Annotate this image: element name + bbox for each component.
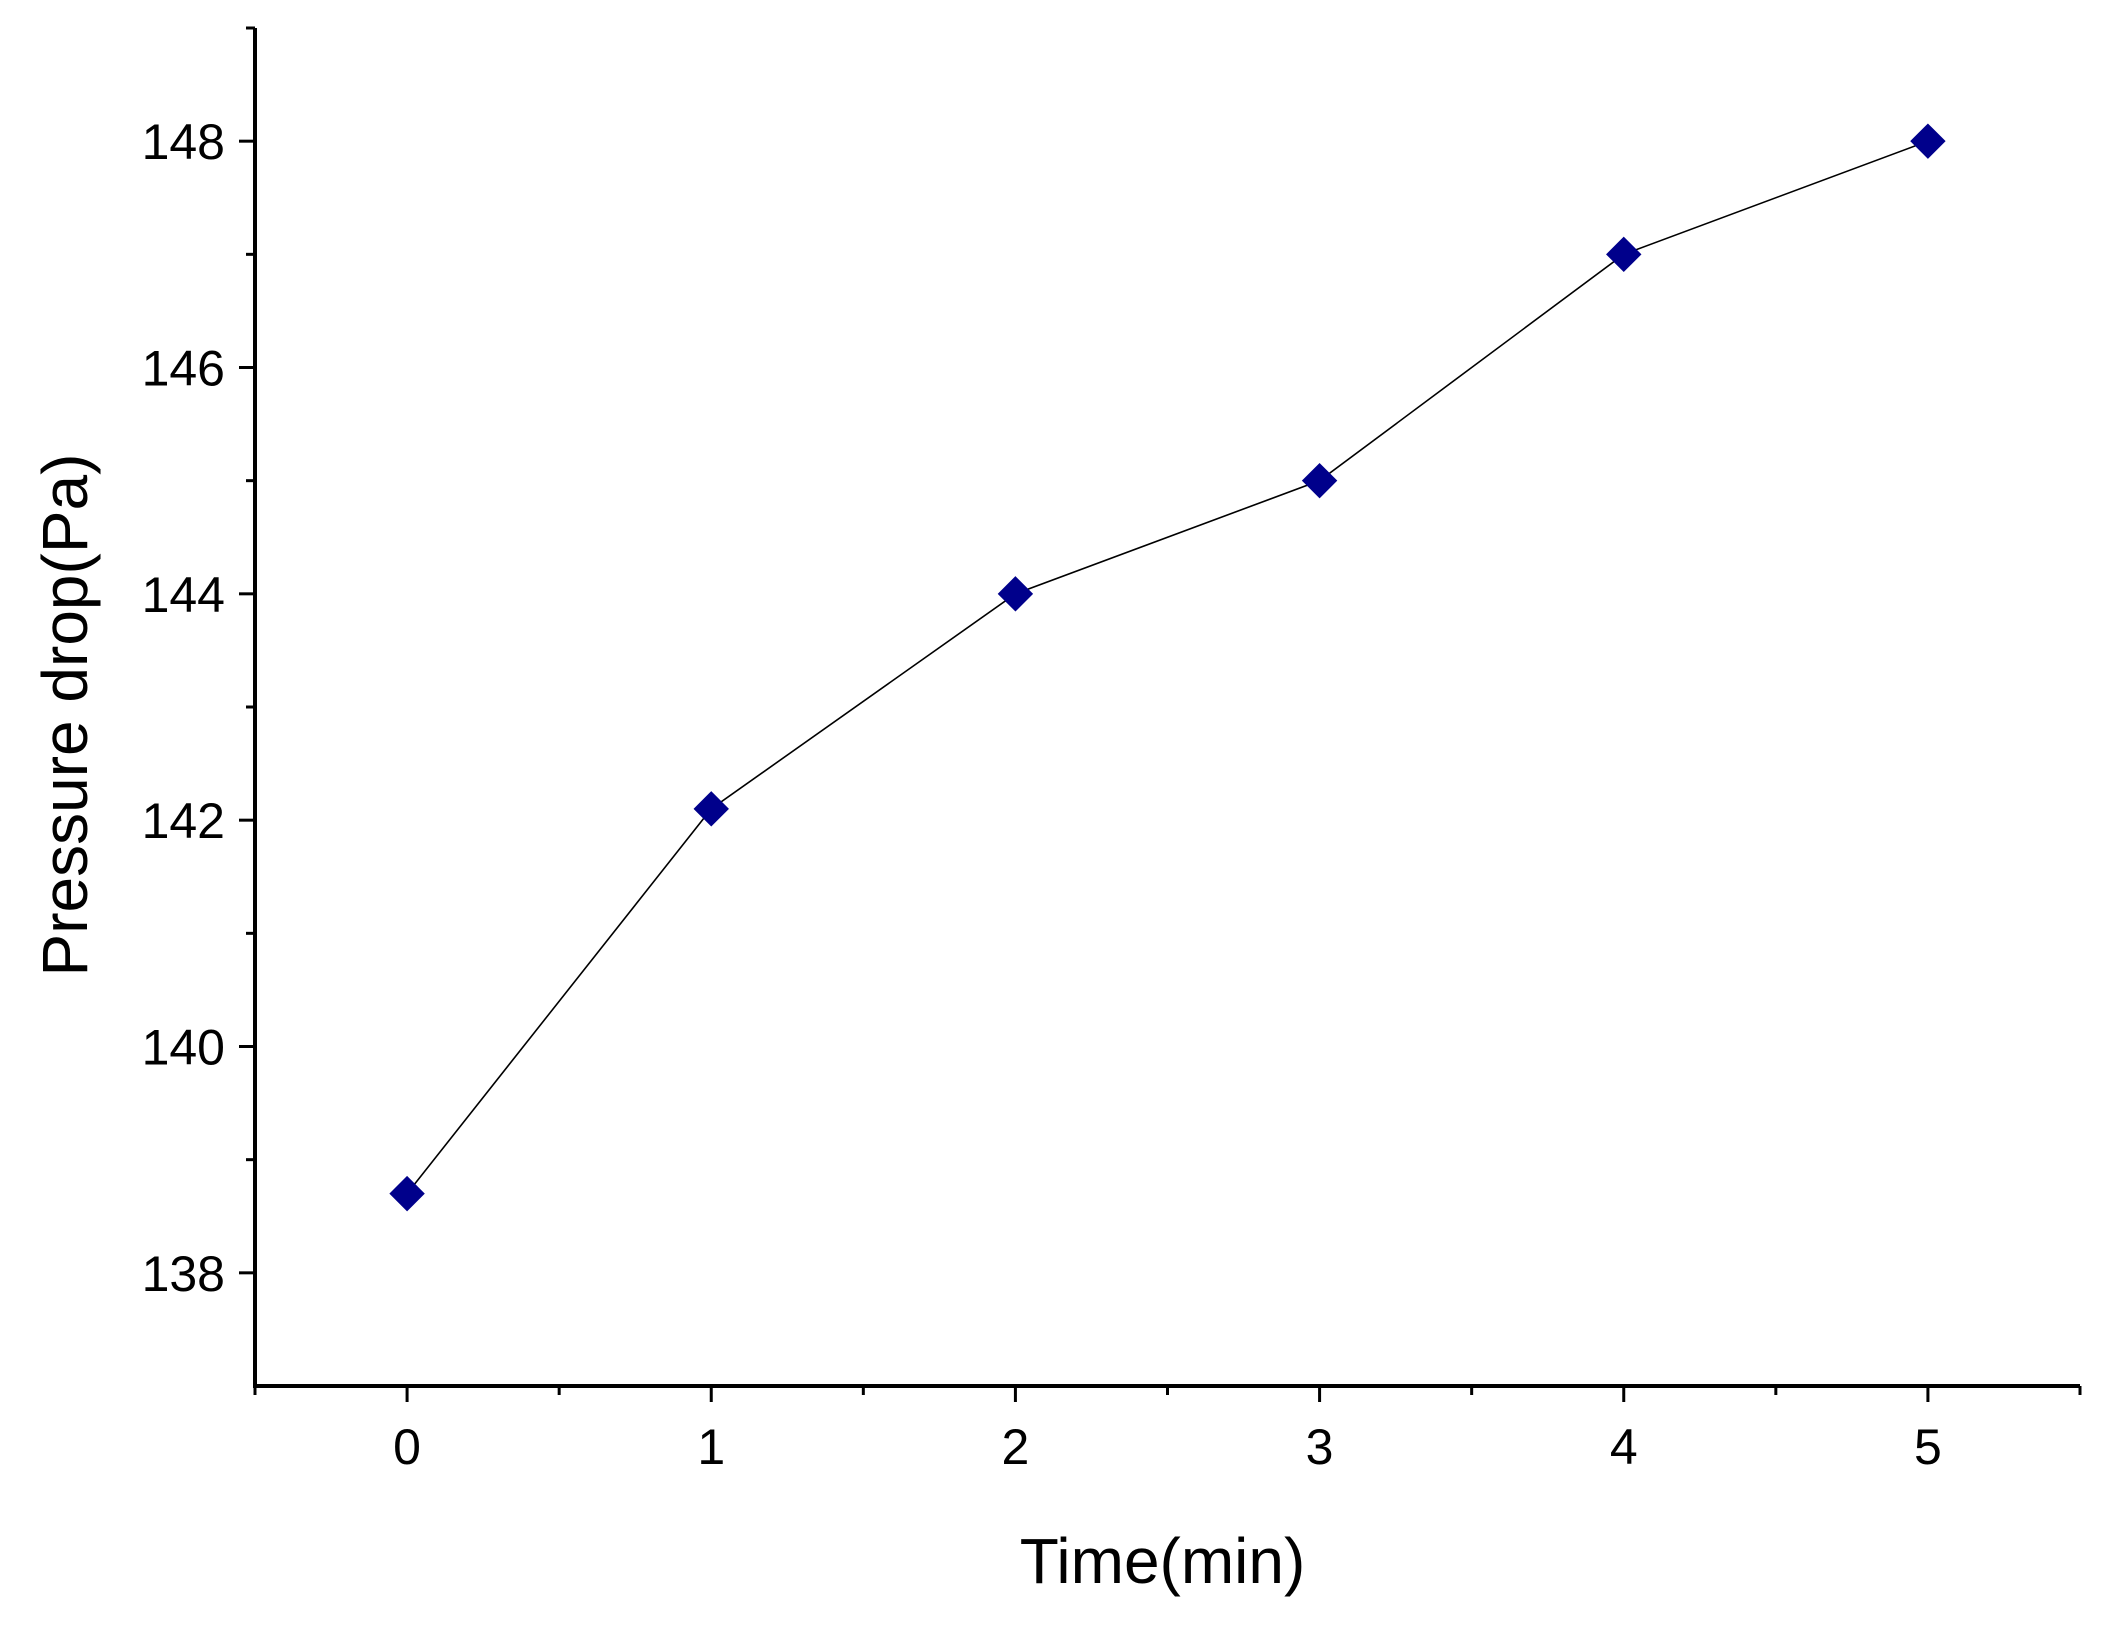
y-axis-ticks: 138 140 142 144 146 148 (142, 26, 255, 1302)
y-tick-label: 148 (142, 114, 225, 170)
data-point-marker (997, 576, 1034, 612)
data-point-marker (1910, 123, 1946, 159)
data-point-marker (389, 1175, 425, 1212)
x-axis-title: Time(min) (1020, 1525, 1306, 1597)
x-tick-label: 1 (697, 1419, 725, 1475)
y-tick-label: 144 (142, 567, 225, 623)
y-axis-title: Pressure drop(Pa) (29, 454, 101, 977)
data-point-marker (693, 791, 729, 827)
data-point-marker (1301, 462, 1338, 499)
y-tick-label: 138 (142, 1246, 225, 1302)
x-tick-label: 3 (1306, 1419, 1334, 1475)
series-path (406, 140, 1929, 1195)
x-tick-label: 5 (1914, 1419, 1942, 1475)
x-axis-ticks: 0 1 2 3 4 5 (253, 1386, 2082, 1475)
x-tick-label: 0 (393, 1419, 421, 1475)
y-tick-label: 140 (142, 1020, 225, 1076)
series-points (389, 123, 1946, 1212)
x-tick-label: 2 (1002, 1419, 1030, 1475)
y-tick-label: 146 (142, 341, 225, 397)
series-line (406, 140, 1929, 1195)
data-point-marker (1606, 236, 1642, 273)
y-tick-label: 142 (142, 793, 225, 849)
x-tick-label: 4 (1610, 1419, 1638, 1475)
axes (253, 28, 2080, 1388)
